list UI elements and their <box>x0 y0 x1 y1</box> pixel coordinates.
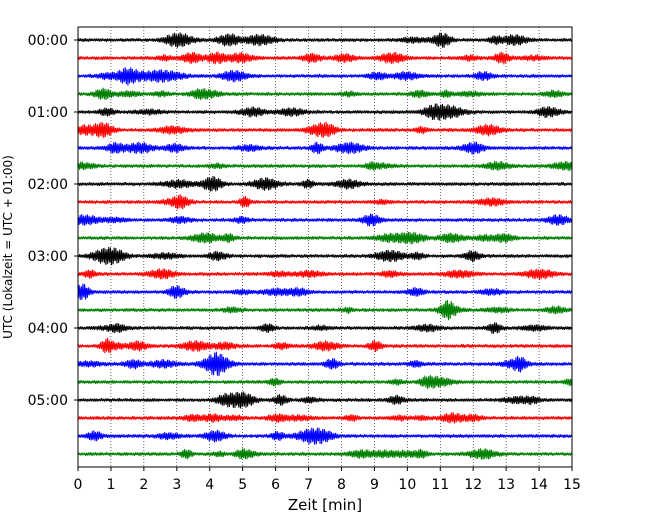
y-axis: 00:00 01:00 02:00 03:00 04:00 05:00 <box>28 33 78 409</box>
x-tick-label: 15 <box>563 477 581 493</box>
x-tick-label: 6 <box>271 477 280 493</box>
x-tick-label: 9 <box>370 477 379 493</box>
trace-0500 <box>77 391 573 409</box>
x-tick-label: 11 <box>431 477 449 493</box>
x-tick-label: 12 <box>464 477 482 493</box>
x-tick-label: 2 <box>139 477 148 493</box>
trace-0445 <box>77 374 573 390</box>
trace-0130 <box>77 141 573 155</box>
trace-0345 <box>77 299 573 321</box>
x-tick-label: 10 <box>398 477 416 493</box>
y-axis-label: UTC (Lokalzeit = UTC + 01:00) <box>1 155 15 339</box>
trace-0330 <box>77 283 573 301</box>
trace-0245 <box>77 231 573 245</box>
x-tick-label: 7 <box>304 477 313 493</box>
trace-0115 <box>77 121 573 139</box>
trace-0415 <box>77 337 573 354</box>
trace-0300 <box>77 246 573 266</box>
trace-0215 <box>77 194 573 210</box>
trace-0515 <box>77 412 573 424</box>
plot-frame <box>77 26 573 468</box>
x-tick-label: 5 <box>238 477 247 493</box>
trace-0400 <box>77 322 573 334</box>
trace-0015 <box>77 51 573 65</box>
y-tick-label: 04:00 <box>28 321 68 337</box>
trace-0145 <box>77 161 573 172</box>
x-tick-label: 13 <box>497 477 515 493</box>
x-tick-label: 4 <box>205 477 214 493</box>
trace-0315 <box>77 268 573 280</box>
trace-0200 <box>77 175 573 192</box>
trace-0430 <box>77 351 573 377</box>
trace-0230 <box>77 213 573 227</box>
x-tick-label: 8 <box>337 477 346 493</box>
trace-0530 <box>77 427 573 445</box>
x-tick-label: 3 <box>172 477 181 493</box>
y-tick-label: 01:00 <box>28 105 68 121</box>
x-tick-label: 1 <box>106 477 115 493</box>
y-tick-label: 03:00 <box>28 249 68 265</box>
y-tick-label: 02:00 <box>28 177 68 193</box>
trace-0045 <box>77 87 573 101</box>
x-axis: 0 1 2 3 4 5 6 7 8 9 10 11 12 13 14 15 <box>74 467 581 493</box>
x-tick-label: 14 <box>530 477 548 493</box>
y-tick-label: 00:00 <box>28 33 68 49</box>
trace-0545 <box>77 448 573 460</box>
y-tick-label: 05:00 <box>28 393 68 409</box>
trace-group <box>77 32 573 460</box>
trace-0000 <box>77 32 573 48</box>
trace-0030 <box>77 67 573 86</box>
trace-0100 <box>77 103 573 121</box>
x-axis-label: Zeit [min] <box>288 496 362 514</box>
x-tick-label: 0 <box>74 477 83 493</box>
grid-lines <box>110 27 540 467</box>
